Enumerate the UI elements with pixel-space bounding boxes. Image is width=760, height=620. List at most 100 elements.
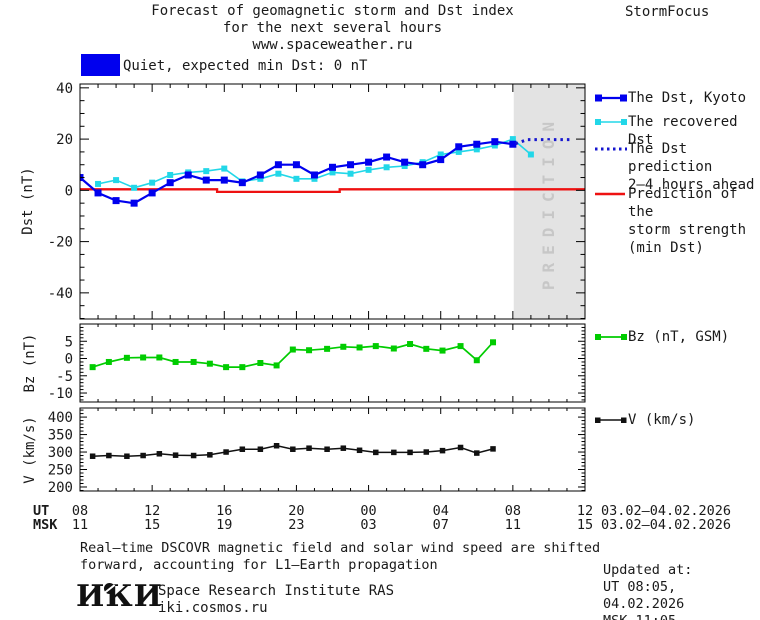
updated-ut: UT 08:05, 04.02.2026 xyxy=(603,579,685,612)
storm-strength-legend-icon xyxy=(595,192,625,196)
dst-prediction-legend-icon xyxy=(595,147,627,151)
y-tick-label: 350 xyxy=(48,428,73,444)
y-tick-label: 20 xyxy=(56,132,73,148)
msk-axis-label: MSK xyxy=(33,517,58,533)
legend-v-label: V (km/s) xyxy=(628,412,696,428)
msk-tick-label: 19 xyxy=(216,517,233,533)
recovered-dst-line xyxy=(95,136,534,191)
legend-dst-prediction: The Dst prediction 2–4 hours ahead xyxy=(594,140,760,194)
y-tick-label: 200 xyxy=(48,480,73,496)
legend-dst-kyoto: The Dst, Kyoto xyxy=(594,89,746,107)
y-tick-label: -20 xyxy=(48,235,73,251)
y-tick-label: -5 xyxy=(56,369,73,385)
msk-tick-label: 07 xyxy=(432,517,449,533)
ut-tick-label: 12 xyxy=(144,503,161,519)
y-tick-label: -40 xyxy=(48,286,73,302)
dst-y-tick-labels: 40 20 0 -20 -40 xyxy=(48,81,73,302)
ut-tick-label: 12 xyxy=(576,503,594,519)
institute-block: Space Research Institute RAS iki.cosmos.… xyxy=(158,583,394,617)
dst-kyoto-line xyxy=(80,138,517,207)
legend-bz-label: Bz (nT, GSM) xyxy=(628,329,730,345)
footer-note: Real–time DSCOVR magnetic field and sola… xyxy=(80,540,600,574)
ut-tick-label: 16 xyxy=(216,503,233,519)
v-legend-icon xyxy=(595,417,627,423)
storm-strength-line xyxy=(80,188,585,194)
footer-note-line2: forward, accounting for L1–Earth propaga… xyxy=(80,557,438,573)
iki-logo-ornament-icon xyxy=(104,583,115,594)
ut-axis-label: UT xyxy=(33,503,50,519)
msk-axis-row: MSK 03.02–04.02.2026 11 15 19 23 03 07 11 15 xyxy=(0,517,760,533)
msk-tick-label: 15 xyxy=(576,517,594,533)
dst-prediction-line xyxy=(515,138,571,146)
y-tick-label: -10 xyxy=(48,386,73,402)
updated-msk: MSK 11:05, 04.02.2026 xyxy=(603,613,760,620)
legend-dst-kyoto-label: The Dst, Kyoto xyxy=(628,90,747,106)
institute-site: iki.cosmos.ru xyxy=(158,600,268,616)
v-line-markers xyxy=(89,442,496,459)
dst-ticks xyxy=(79,84,586,319)
dst-plot-frame xyxy=(79,83,586,320)
dst-axis-label: Dst (nT) xyxy=(20,167,36,235)
dst-chart: 40 20 0 -20 -40 xyxy=(48,81,586,320)
title-line-1: Forecast of geomagnetic storm and Dst in… xyxy=(151,3,514,19)
y-tick-label: 400 xyxy=(48,410,73,426)
bz-ticks xyxy=(79,323,586,402)
bz-chart: 5 0-5-10 xyxy=(48,323,586,403)
legend-v: V (km/s) xyxy=(594,411,695,429)
title-url: www.spaceweather.ru xyxy=(252,37,413,53)
ut-tick-label: 20 xyxy=(288,503,305,519)
legend-storm-strength-line2: storm strength xyxy=(628,222,747,238)
ut-tick-label: 00 xyxy=(360,503,377,519)
ut-tick-label: 04 xyxy=(432,503,449,519)
bz-line-markers xyxy=(89,339,497,371)
institute-name: Space Research Institute RAS xyxy=(158,583,395,599)
y-tick-label: 300 xyxy=(48,445,73,461)
bz-y-tick-labels: 5 0-5-10 xyxy=(48,334,73,402)
title-line-2: for the next several hours xyxy=(222,20,443,36)
legend-storm-strength: Prediction of the storm strength (min Ds… xyxy=(594,185,760,257)
prediction-watermark: PREDICTION xyxy=(539,113,558,291)
msk-date-range: 03.02–04.02.2026 xyxy=(601,517,732,533)
msk-tick-label: 11 xyxy=(504,517,521,533)
bz-plot-frame xyxy=(79,323,586,403)
msk-tick-label: 03 xyxy=(360,517,377,533)
msk-tick-label: 23 xyxy=(288,517,305,533)
dst-kyoto-legend-icon xyxy=(595,94,627,102)
ut-date-range: 03.02–04.02.2026 xyxy=(601,503,732,519)
brand-label: StormFocus xyxy=(625,4,710,20)
bz-line xyxy=(89,339,497,371)
y-tick-label: 250 xyxy=(48,463,73,479)
ut-tick-label: 08 xyxy=(504,503,521,519)
msk-tick-label: 15 xyxy=(144,517,161,533)
bz-legend-icon xyxy=(595,334,627,340)
page-title: Forecast of geomagnetic storm and Dst in… xyxy=(80,3,585,54)
recovered-dst-line-markers xyxy=(95,136,534,191)
legend-storm-strength-line3: (min Dst) xyxy=(628,240,704,256)
y-tick-label: 0 xyxy=(65,352,73,368)
updated-block: Updated at: UT 08:05, 04.02.2026 MSK 11:… xyxy=(603,562,760,620)
v-ticks xyxy=(79,408,586,491)
v-line xyxy=(89,442,496,459)
updated-label: Updated at: xyxy=(603,562,693,578)
legend-bz: Bz (nT, GSM) xyxy=(594,328,729,346)
prediction-band xyxy=(513,84,585,319)
y-tick-label: 5 xyxy=(65,334,73,350)
ut-tick-label: 08 xyxy=(71,503,89,519)
legend-dst-prediction-line2: 2–4 hours ahead xyxy=(628,177,755,193)
legend-recovered-dst-label: The recovered Dst xyxy=(628,114,738,148)
y-tick-label: 40 xyxy=(56,81,73,97)
legend-dst-prediction-line1: The Dst prediction xyxy=(628,141,713,175)
dst-kyoto-line-markers xyxy=(80,138,517,207)
storm-level-text: Quiet, expected min Dst: 0 nT xyxy=(123,58,368,74)
recovered-dst-legend-icon xyxy=(595,119,627,125)
footer-note-line1: Real–time DSCOVR magnetic field and sola… xyxy=(80,540,601,556)
legend-recovered-dst: The recovered Dst xyxy=(594,113,760,149)
ut-axis-row: UT 03.02–04.02.2026 08 12 16 20 00 04 08 12 xyxy=(0,503,760,519)
iki-logo: ИКИ xyxy=(76,579,163,614)
legend-storm-strength-line1: Prediction of the xyxy=(628,186,738,220)
y-tick-label: 0 xyxy=(65,183,73,199)
